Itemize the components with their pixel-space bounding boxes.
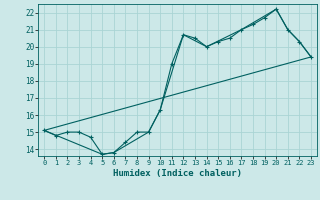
X-axis label: Humidex (Indice chaleur): Humidex (Indice chaleur): [113, 169, 242, 178]
